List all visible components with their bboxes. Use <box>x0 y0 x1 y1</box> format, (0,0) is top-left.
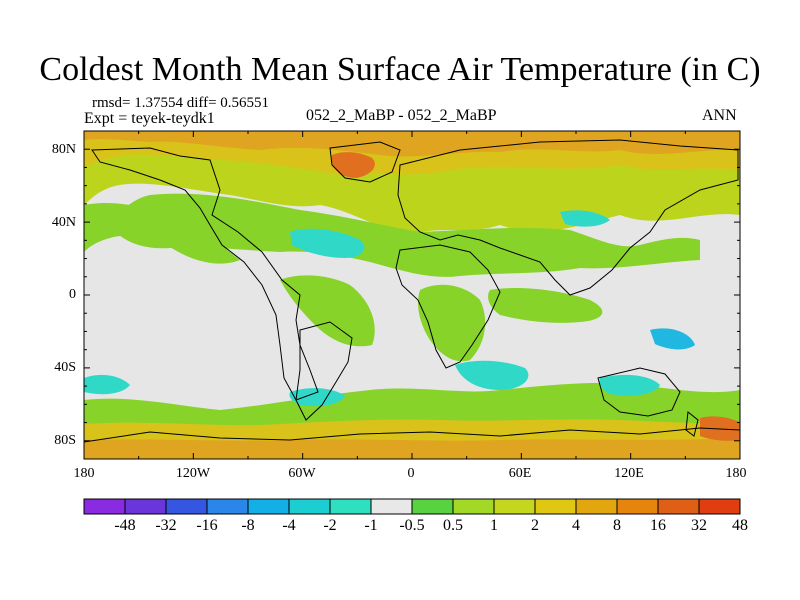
field-arctic-hotspot <box>331 152 375 178</box>
field-pacific-swirl <box>84 203 240 264</box>
field-atlantic-cyan <box>455 360 529 390</box>
colorbar-box <box>493 498 536 515</box>
field-tropics-green <box>280 275 375 347</box>
lat-label-40s: 40S <box>54 360 76 375</box>
outline-antarctica <box>84 427 740 443</box>
outline-africa <box>395 244 501 369</box>
field-indian-green <box>488 288 603 323</box>
colorbar-label: 1 <box>490 517 498 534</box>
axis-ticks <box>83 130 741 460</box>
field-antarctic-orange <box>84 438 740 459</box>
colorbar-box <box>657 498 700 515</box>
stats-text: rmsd= 1.37554 diff= 0.56551 <box>92 95 270 111</box>
colorbar-box <box>575 498 618 515</box>
colorbar-label: -1 <box>364 517 378 534</box>
colorbar-box <box>534 498 577 515</box>
field-southwest-cyan <box>289 388 345 407</box>
outline-greenland <box>329 141 401 183</box>
field-east-cyan <box>650 328 695 350</box>
lat-label-80s: 80S <box>54 433 76 448</box>
colorbar-label: -0.5 <box>399 517 425 534</box>
colorbar <box>83 498 741 515</box>
field-pacific-cyan <box>290 228 365 258</box>
colorbar-label: 16 <box>650 517 666 534</box>
lon-label-120e: 120E <box>614 466 644 481</box>
colorbar-box <box>698 498 741 515</box>
outline-south-america <box>295 321 353 421</box>
colorbar-box <box>83 498 126 515</box>
lat-label-40n: 40N <box>51 215 76 230</box>
field-north-green <box>110 193 700 277</box>
map-title: Coldest Month Mean Surface Air Temperatu… <box>39 51 761 88</box>
colorbar-label: -2 <box>323 517 337 534</box>
field-southeast-cyan <box>599 374 660 396</box>
colorbar-label: -8 <box>241 517 255 534</box>
colorbar-label: -4 <box>282 517 296 534</box>
lat-label-0: 0 <box>69 287 76 302</box>
lon-label-180w: 180 <box>73 466 95 481</box>
colorbar-box <box>288 498 331 515</box>
colorbar-box <box>329 498 372 515</box>
field-west-cyan <box>84 374 130 395</box>
land-outlines <box>84 139 740 443</box>
outline-new-zealand <box>685 411 699 437</box>
lon-label-120w: 120W <box>175 466 211 481</box>
colorbar-box <box>124 498 167 515</box>
outline-eurasia <box>397 139 739 296</box>
colorbar-box <box>411 498 454 515</box>
experiment-text: Expt = teyek-teydk1 <box>84 110 215 127</box>
colorbar-label: -16 <box>196 517 218 534</box>
colorbar-label: -32 <box>155 517 177 534</box>
colorbar-box <box>165 498 208 515</box>
colorbar-box <box>206 498 249 515</box>
map-field <box>84 131 740 459</box>
season-label: ANN <box>702 107 737 124</box>
colorbar-box <box>247 498 290 515</box>
colorbar-label: 4 <box>572 517 580 534</box>
colorbar-box <box>370 498 413 515</box>
lat-label-80n: 80N <box>51 142 76 157</box>
field-africa-green <box>418 284 486 362</box>
colorbar-label: -48 <box>114 517 136 534</box>
outline-north-america <box>91 147 319 401</box>
lon-label-60e: 60E <box>508 466 532 481</box>
lon-label-0: 0 <box>407 466 415 481</box>
colorbar-label: 32 <box>691 517 707 534</box>
colorbar-label: 2 <box>531 517 539 534</box>
colorbar-box <box>616 498 659 515</box>
field-northeast-cyan <box>560 210 610 227</box>
field-southern-yellow <box>84 419 740 443</box>
lon-label-180e: 180 <box>725 466 747 481</box>
field-north-orange <box>84 131 740 157</box>
colorbar-label: 48 <box>732 517 748 534</box>
lon-label-60w: 60W <box>288 466 316 481</box>
colorbar-label: 0.5 <box>443 517 463 534</box>
colorbar-label: 8 <box>613 517 621 534</box>
colorbar-box <box>452 498 495 515</box>
outline-australia <box>597 367 681 417</box>
center-title: 052_2_MaBP - 052_2_MaBP <box>306 107 497 124</box>
